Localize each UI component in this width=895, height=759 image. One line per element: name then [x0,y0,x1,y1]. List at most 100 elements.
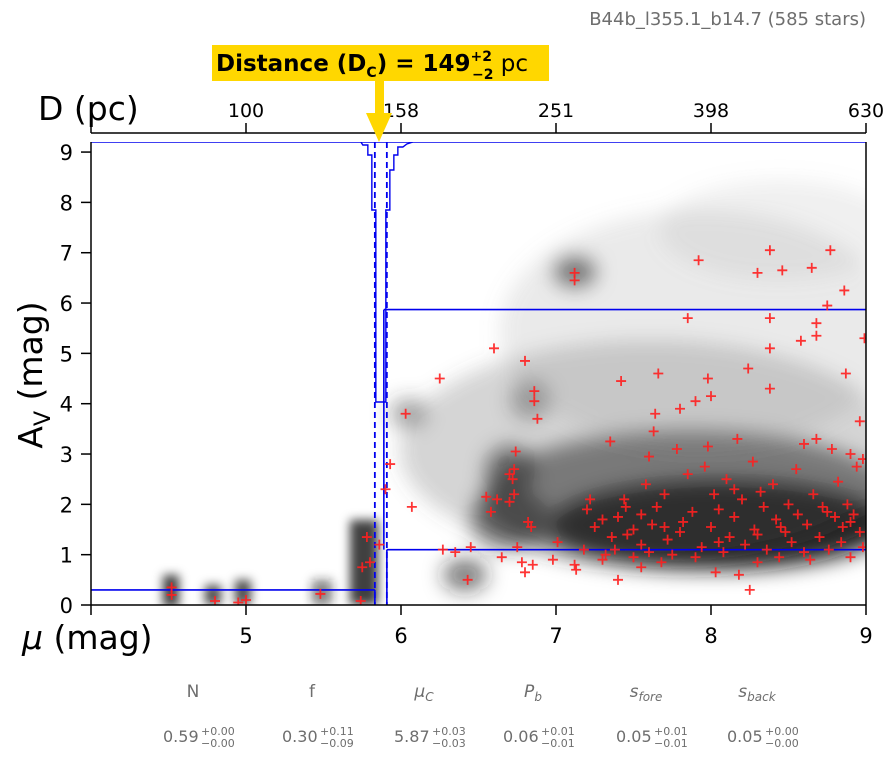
star-marker [799,438,809,449]
param-upper-error: +0.01 [654,725,688,738]
star-marker [504,496,515,507]
star-marker [597,514,608,525]
y-tick-label: 8 [60,191,73,215]
star-marker [662,534,673,545]
star-marker [613,574,623,585]
star-marker [465,542,476,553]
star-marker [718,547,729,558]
param-upper-error: +0.03 [432,725,466,738]
param-subscript: back [747,690,777,704]
distance-lower-error: −2 [472,67,493,83]
star-marker [315,588,326,599]
star-marker [823,544,834,555]
param-lower-error: −0.01 [541,737,575,750]
star-marker [636,509,647,520]
star-marker [489,343,499,354]
star-marker [792,509,803,520]
y-tick-label: 4 [60,393,73,417]
star-marker [764,313,775,324]
star-marker [851,461,862,472]
star-marker [361,532,372,543]
param-name: sfore [630,682,663,704]
star-marker [693,255,704,266]
star-marker [811,433,822,444]
star-marker [582,504,592,515]
param-name: μC [413,682,434,704]
star-marker [752,267,763,278]
star-marker [729,511,740,522]
star-marker [644,547,654,558]
star-marker [523,516,534,527]
star-marker [504,469,515,480]
star-marker [758,501,769,512]
param-value: 0.05 [727,727,763,746]
star-marker [650,408,661,419]
star-marker [659,521,670,532]
star-marker [648,426,659,437]
param-subscript: fore [638,690,662,704]
top-tick-label: 158 [383,100,419,122]
star-marker [682,469,693,480]
star-marker [622,529,633,540]
param-lower-error: −0.00 [765,737,799,750]
param-symbol: P [524,682,535,702]
param-name: f [309,682,316,702]
star-marker [589,521,600,532]
star-marker [659,489,670,500]
star-marker [628,552,639,563]
star-marker [791,464,802,475]
star-marker [357,562,368,573]
distance-box-bg [212,45,549,81]
star-marker [644,451,654,462]
star-marker [752,529,763,540]
star-marker [682,313,693,324]
star-marker [492,494,503,505]
y-tick-label: 7 [60,242,73,266]
distance-value: ) = 149 [377,51,471,77]
star-marker [532,413,543,424]
star-marker [569,275,580,286]
star-marker [547,554,558,565]
star-marker [166,589,177,600]
star-marker [764,343,775,354]
y-axis-title-main: A [11,426,50,449]
param-upper-error: +0.00 [201,725,235,738]
star-marker [690,552,701,563]
star-marker [609,544,620,555]
star-marker [709,489,720,500]
param-lower-error: −0.09 [320,737,354,750]
star-marker [836,537,847,548]
param-value: 5.87 [394,727,430,746]
param-symbol: μ [413,682,425,702]
star-marker [842,499,853,510]
star-marker [374,539,385,550]
star-marker [656,557,667,568]
star-marker [485,506,496,517]
model-extinction-profile [91,142,866,605]
star-marker [733,569,744,580]
star-marker [777,265,788,276]
distance-unit: pc [493,51,528,77]
star-marker [520,567,530,578]
y-tick-label: 9 [60,141,73,165]
param-upper-error: +0.00 [765,725,799,738]
star-marker [721,474,732,485]
star-marker [512,542,523,553]
star-marker [811,318,822,329]
param-name: N [187,682,200,702]
top-tick-label: 630 [848,100,884,122]
param-upper-error: +0.11 [320,725,354,738]
star-marker [771,514,782,525]
star-marker [597,554,608,565]
star-marker [774,552,785,563]
star-marker [845,552,856,563]
star-marker [481,491,492,502]
star-marker [687,506,698,517]
star-marker [578,544,589,555]
param-value: 0.05 [616,727,652,746]
x-axis-title: μ (mag) [21,618,153,657]
param-symbol: f [309,682,316,702]
arrow-shaft [375,81,384,117]
x-axis-title-unit: (mag) [43,618,153,657]
star-marker [713,537,724,548]
